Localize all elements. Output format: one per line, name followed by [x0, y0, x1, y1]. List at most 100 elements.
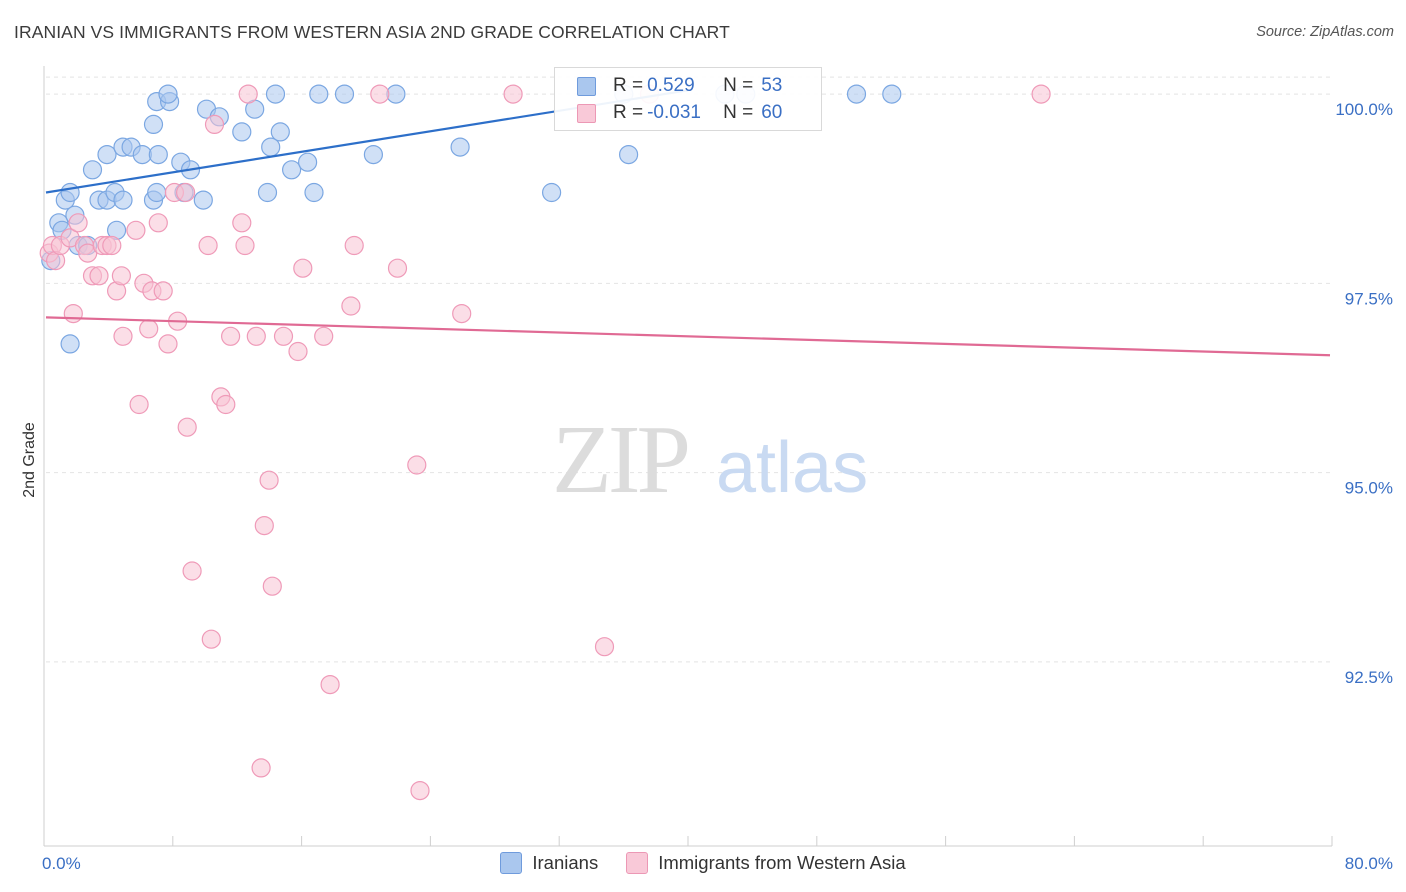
- western-asia-point-16: [113, 326, 133, 346]
- western-asia-point-35: [221, 326, 241, 346]
- western-asia-point-39: [246, 326, 266, 346]
- iranians-point-45: [450, 137, 470, 157]
- western-asia-point-17: [126, 220, 146, 240]
- x-tick-label-min: 0.0%: [42, 854, 81, 873]
- legend-n-value: 60: [761, 102, 783, 123]
- western-asia-point-10: [89, 266, 109, 286]
- watermark-zip: ZIP: [552, 406, 687, 514]
- western-asia-point-42: [259, 470, 279, 490]
- source-label: Source: ZipAtlas.com: [1256, 24, 1394, 40]
- iranians-point-14: [113, 190, 133, 210]
- iranians-point-39: [298, 152, 318, 172]
- watermark-atlas: atlas: [716, 428, 868, 508]
- legend-label-iranians: Iranians: [532, 852, 599, 873]
- western-asia-point-52: [387, 258, 408, 278]
- iranians-point-37: [270, 122, 290, 142]
- iranians-point-25: [158, 84, 178, 104]
- iranians-point-32: [232, 122, 252, 142]
- chart-title: IRANIAN VS IMMIGRANTS FROM WESTERN ASIA …: [14, 22, 730, 42]
- legend-swatch-pink: [577, 103, 596, 123]
- western-asia-point-36: [232, 213, 252, 233]
- iranians-point-46: [541, 182, 562, 203]
- western-asia-point-40: [251, 758, 271, 778]
- y-tick-label-0: 92.5%: [1345, 668, 1393, 687]
- western-asia-point-23: [153, 281, 173, 301]
- western-asia-point-50: [344, 235, 364, 256]
- legend-row-iranians: R = 0.529 N = 53: [577, 74, 783, 98]
- iranians-point-8: [60, 334, 80, 354]
- western-asia-point-27: [176, 182, 196, 203]
- western-asia-point-55: [452, 304, 472, 324]
- western-asia-point-5: [63, 304, 83, 324]
- legend-n-value: 53: [761, 75, 783, 96]
- western-asia-point-57: [594, 637, 615, 657]
- western-asia-point-20: [139, 319, 159, 339]
- western-asia-point-24: [158, 334, 178, 354]
- iranians-point-9: [82, 160, 103, 180]
- western-asia-point-31: [201, 629, 221, 649]
- western-asia-point-22: [148, 213, 168, 233]
- iranians-point-24: [148, 145, 168, 165]
- western-asia-point-38: [238, 84, 258, 104]
- iranians-point-38: [282, 160, 302, 180]
- western-asia-point-28: [177, 417, 197, 437]
- legend-swatch-western-asia: [626, 852, 649, 874]
- axes: [43, 66, 1333, 847]
- legend-swatch-blue: [577, 76, 596, 96]
- legend-r-label: R =: [613, 102, 644, 123]
- iranians-point-36: [265, 84, 286, 104]
- legend-r-label: R =: [613, 75, 644, 96]
- western-asia-point-54: [410, 780, 430, 801]
- iranians-point-43: [363, 145, 383, 165]
- western-asia-point-49: [341, 296, 361, 316]
- watermark: ZIP atlas: [552, 406, 868, 514]
- western-asia-point-48: [320, 674, 340, 695]
- legend-r-value: 0.529: [647, 75, 695, 96]
- iranians-point-42: [334, 84, 355, 104]
- western-asia-point-53: [407, 455, 427, 475]
- iranians-point-18: [132, 145, 152, 165]
- iranians-point-51: [846, 84, 867, 104]
- series-legend: Iranians Immigrants from Western Asia: [0, 852, 1406, 874]
- iranians-point-19: [143, 114, 164, 135]
- y-tick-label-3: 100.0%: [1335, 100, 1393, 119]
- western-asia-point-47: [314, 326, 334, 346]
- western-asia-point-34: [216, 394, 236, 415]
- iranians-point-34: [257, 182, 278, 203]
- iranians-point-48: [618, 145, 639, 165]
- y-axis-title: 2nd Grade: [21, 422, 38, 498]
- iranians-point-15: [97, 145, 117, 165]
- y-tick-label-2: 97.5%: [1345, 289, 1393, 308]
- legend-n-label: N =: [723, 75, 754, 96]
- western-asia-point-30: [198, 235, 218, 256]
- western-asia-point-56: [503, 84, 523, 104]
- western-asia-point-51: [370, 84, 390, 104]
- series-0-points: [41, 84, 902, 354]
- western-asia-point-44: [273, 326, 294, 346]
- iranians-point-44: [386, 84, 406, 104]
- western-asia-point-43: [262, 576, 282, 596]
- legend-n-label: N =: [723, 102, 754, 123]
- iranians-point-4: [60, 182, 80, 203]
- stats-legend: R = 0.529 N = 53 R = -0.031 N = 60: [554, 67, 822, 131]
- legend-row-western-asia: R = -0.031 N = 60: [577, 101, 783, 125]
- western-asia-point-18: [129, 394, 149, 415]
- western-asia-point-41: [254, 515, 274, 536]
- legend-swatch-iranians: [500, 852, 523, 874]
- legend-item-western-asia[interactable]: Immigrants from Western Asia: [626, 852, 906, 874]
- x-tick-label-max: 80.0%: [1345, 854, 1393, 873]
- iranians-point-29: [193, 190, 213, 210]
- legend-label-western-asia: Immigrants from Western Asia: [658, 852, 906, 873]
- legend-item-iranians[interactable]: Iranians: [500, 852, 598, 874]
- western-asia-point-45: [288, 341, 308, 362]
- western-asia-point-37: [235, 235, 255, 256]
- western-asia-point-13: [102, 235, 122, 256]
- y-tick-label-1: 95.0%: [1345, 479, 1393, 498]
- western-asia-point-15: [111, 266, 132, 286]
- western-asia-point-6: [68, 213, 88, 233]
- iranians-point-40: [304, 182, 324, 203]
- western-asia-point-46: [293, 258, 313, 278]
- gridlines: [46, 76, 1332, 663]
- western-asia-trendline: [45, 316, 1331, 357]
